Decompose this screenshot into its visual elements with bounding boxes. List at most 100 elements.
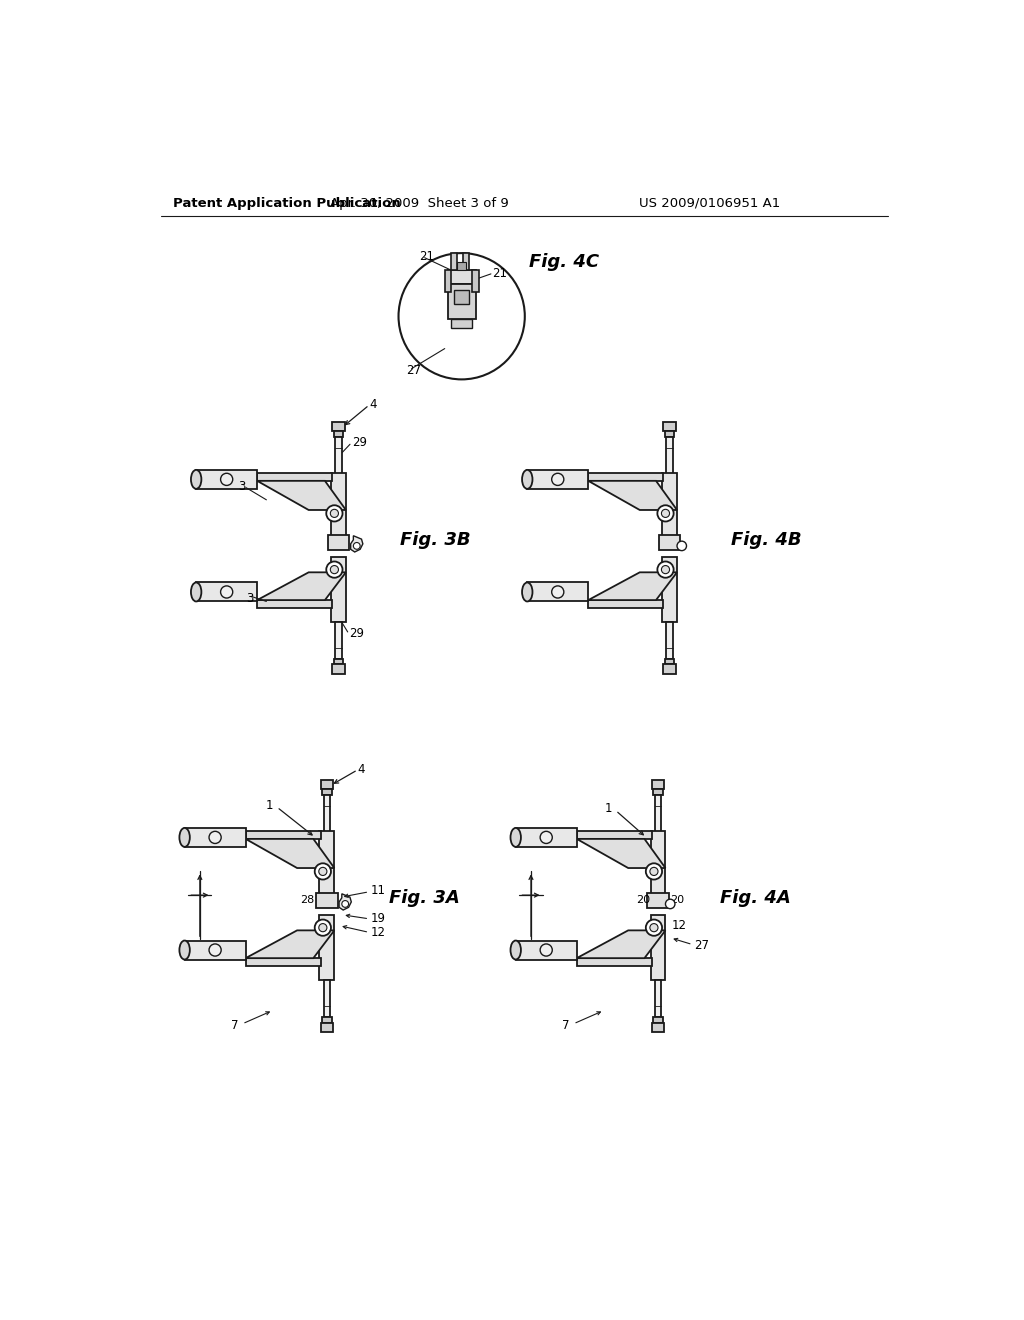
Ellipse shape bbox=[522, 470, 532, 488]
Bar bbox=[319, 830, 335, 902]
Bar bbox=[652, 780, 665, 789]
Text: 1: 1 bbox=[265, 799, 273, 812]
Ellipse shape bbox=[190, 582, 202, 602]
Bar bbox=[316, 894, 338, 908]
Text: 20: 20 bbox=[671, 895, 684, 906]
Text: 1: 1 bbox=[604, 803, 611, 814]
Bar bbox=[333, 664, 344, 675]
Circle shape bbox=[650, 867, 658, 875]
Text: 7: 7 bbox=[562, 1019, 569, 1032]
Bar bbox=[667, 622, 673, 659]
Circle shape bbox=[552, 474, 564, 486]
Bar bbox=[324, 795, 331, 832]
Bar bbox=[334, 432, 343, 437]
Bar bbox=[184, 828, 246, 847]
Text: 21: 21 bbox=[419, 249, 434, 263]
Bar bbox=[457, 263, 466, 271]
Text: 29: 29 bbox=[349, 627, 365, 640]
Circle shape bbox=[209, 832, 221, 843]
Bar bbox=[516, 941, 577, 960]
Polygon shape bbox=[246, 840, 335, 869]
Polygon shape bbox=[350, 536, 362, 552]
Bar bbox=[663, 473, 677, 544]
Polygon shape bbox=[577, 840, 666, 869]
Circle shape bbox=[666, 899, 675, 908]
Bar bbox=[588, 601, 664, 609]
Circle shape bbox=[209, 944, 221, 956]
Bar bbox=[197, 470, 257, 488]
Text: 12: 12 bbox=[371, 925, 386, 939]
Bar bbox=[334, 659, 343, 664]
Circle shape bbox=[657, 561, 674, 578]
Text: 19: 19 bbox=[371, 912, 386, 925]
Bar bbox=[454, 290, 469, 304]
Text: Apr. 30, 2009  Sheet 3 of 9: Apr. 30, 2009 Sheet 3 of 9 bbox=[330, 197, 509, 210]
Bar bbox=[447, 271, 475, 284]
Text: 29: 29 bbox=[352, 436, 368, 449]
Circle shape bbox=[220, 586, 232, 598]
Circle shape bbox=[552, 586, 564, 598]
Bar bbox=[331, 557, 346, 622]
Ellipse shape bbox=[179, 828, 189, 847]
Bar bbox=[516, 828, 577, 847]
Bar bbox=[451, 318, 472, 327]
Circle shape bbox=[331, 510, 339, 517]
Circle shape bbox=[662, 565, 670, 574]
Text: 21: 21 bbox=[493, 268, 508, 280]
Bar bbox=[577, 958, 652, 966]
Bar bbox=[667, 437, 673, 474]
Text: Patent Application Publication: Patent Application Publication bbox=[173, 197, 400, 210]
Circle shape bbox=[353, 543, 360, 549]
Bar bbox=[321, 1023, 333, 1032]
Polygon shape bbox=[588, 573, 677, 601]
Text: 12: 12 bbox=[672, 919, 687, 932]
Polygon shape bbox=[588, 480, 677, 510]
Polygon shape bbox=[577, 931, 666, 958]
Bar bbox=[653, 789, 663, 795]
Circle shape bbox=[318, 924, 327, 932]
Bar bbox=[664, 664, 676, 675]
Bar bbox=[527, 582, 588, 602]
Circle shape bbox=[314, 920, 331, 936]
Bar bbox=[588, 473, 664, 480]
Circle shape bbox=[540, 832, 552, 843]
Text: Fig. 3B: Fig. 3B bbox=[400, 531, 471, 549]
Bar bbox=[246, 830, 321, 840]
Circle shape bbox=[677, 541, 686, 550]
Bar bbox=[577, 830, 652, 840]
Text: 11: 11 bbox=[371, 884, 386, 896]
Circle shape bbox=[220, 474, 232, 486]
Circle shape bbox=[331, 565, 339, 574]
Polygon shape bbox=[246, 931, 335, 958]
Text: 20: 20 bbox=[637, 895, 650, 906]
Text: Fig. 4A: Fig. 4A bbox=[720, 888, 791, 907]
Ellipse shape bbox=[511, 828, 521, 847]
Text: 27: 27 bbox=[407, 363, 421, 376]
Bar bbox=[331, 473, 346, 544]
Bar bbox=[665, 432, 674, 437]
Ellipse shape bbox=[511, 941, 521, 960]
Bar bbox=[650, 916, 666, 979]
Bar bbox=[463, 253, 469, 271]
Circle shape bbox=[662, 510, 670, 517]
Bar bbox=[321, 780, 333, 789]
Text: US 2009/0106951 A1: US 2009/0106951 A1 bbox=[639, 197, 780, 210]
Ellipse shape bbox=[179, 941, 189, 960]
Bar bbox=[665, 659, 674, 664]
Circle shape bbox=[342, 900, 348, 907]
Bar bbox=[324, 979, 331, 1018]
Bar bbox=[197, 582, 257, 602]
Bar bbox=[319, 916, 335, 979]
Bar bbox=[257, 601, 333, 609]
Ellipse shape bbox=[190, 470, 202, 488]
Bar bbox=[333, 422, 344, 432]
Text: 28: 28 bbox=[300, 895, 314, 906]
Bar bbox=[650, 830, 666, 902]
Bar bbox=[328, 535, 349, 550]
Bar bbox=[323, 789, 332, 795]
Text: 27: 27 bbox=[694, 940, 710, 953]
Text: 3: 3 bbox=[246, 591, 253, 605]
Text: 3: 3 bbox=[239, 479, 246, 492]
Ellipse shape bbox=[522, 582, 532, 602]
Bar bbox=[472, 271, 478, 292]
